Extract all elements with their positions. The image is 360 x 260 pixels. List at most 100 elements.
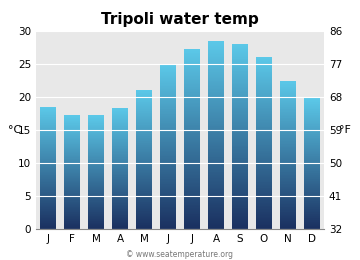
Bar [112, 169, 128, 170]
Bar [232, 203, 248, 204]
Bar [112, 164, 128, 165]
Bar [136, 192, 152, 193]
Bar [208, 210, 224, 211]
Bar [304, 101, 320, 102]
Bar [184, 88, 200, 89]
Bar [184, 170, 200, 171]
Bar [160, 86, 176, 87]
Bar [304, 100, 320, 101]
Bar [112, 144, 128, 145]
Bar [280, 192, 296, 193]
Bar [64, 117, 80, 118]
Bar [136, 123, 152, 124]
Bar [64, 149, 80, 150]
Bar [280, 82, 296, 83]
Bar [40, 215, 56, 216]
Bar [232, 173, 248, 174]
Bar [88, 162, 104, 163]
Bar [208, 216, 224, 217]
Bar [184, 111, 200, 112]
Bar [136, 159, 152, 160]
Bar [64, 219, 80, 220]
Bar [40, 166, 56, 167]
Bar [304, 227, 320, 228]
Bar [64, 139, 80, 140]
Bar [184, 194, 200, 195]
Bar [280, 105, 296, 106]
Bar [232, 124, 248, 125]
Bar [184, 201, 200, 202]
Bar [88, 175, 104, 176]
Bar [184, 89, 200, 90]
Bar [136, 144, 152, 145]
Bar [88, 129, 104, 130]
Bar [40, 178, 56, 179]
Bar [304, 110, 320, 111]
Bar [160, 72, 176, 73]
Bar [112, 191, 128, 192]
Bar [256, 170, 272, 171]
Bar [160, 203, 176, 204]
Bar [136, 178, 152, 179]
Bar [280, 171, 296, 172]
Bar [40, 210, 56, 211]
Bar [256, 193, 272, 194]
Bar [232, 226, 248, 227]
Bar [136, 120, 152, 121]
Bar [232, 128, 248, 129]
Bar [208, 85, 224, 86]
Bar [232, 83, 248, 85]
Bar [208, 47, 224, 48]
Bar [208, 176, 224, 177]
Bar [160, 227, 176, 228]
Bar [208, 107, 224, 108]
Bar [184, 226, 200, 227]
Bar [112, 162, 128, 163]
Bar [112, 140, 128, 141]
Bar [232, 202, 248, 203]
Bar [280, 209, 296, 210]
Bar [136, 148, 152, 149]
Bar [160, 100, 176, 101]
Bar [232, 220, 248, 222]
Bar [256, 178, 272, 179]
Bar [184, 152, 200, 153]
Bar [64, 178, 80, 179]
Bar [64, 209, 80, 210]
Bar [184, 198, 200, 199]
Bar [280, 118, 296, 119]
Bar [112, 128, 128, 129]
Bar [64, 143, 80, 144]
Bar [280, 158, 296, 159]
Bar [232, 221, 248, 222]
Bar [136, 212, 152, 213]
Bar [304, 184, 320, 185]
Bar [304, 166, 320, 167]
Bar [304, 169, 320, 170]
Bar [40, 188, 56, 189]
Bar [160, 99, 176, 100]
Bar [184, 107, 200, 108]
Bar [232, 46, 248, 47]
Bar [232, 138, 248, 139]
Bar [160, 87, 176, 88]
Bar [256, 105, 272, 106]
Bar [160, 92, 176, 93]
Bar [232, 100, 248, 101]
Bar [136, 121, 152, 122]
Bar [88, 183, 104, 184]
Bar [232, 156, 248, 157]
Bar [232, 170, 248, 171]
Bar [112, 156, 128, 157]
Bar [40, 160, 56, 161]
Bar [64, 176, 80, 177]
Bar [208, 225, 224, 226]
Bar [280, 104, 296, 105]
Bar [64, 153, 80, 154]
Bar [256, 148, 272, 149]
Bar [64, 212, 80, 213]
Bar [232, 154, 248, 155]
Bar [280, 114, 296, 115]
Title: Tripoli water temp: Tripoli water temp [101, 12, 259, 27]
Bar [88, 219, 104, 220]
